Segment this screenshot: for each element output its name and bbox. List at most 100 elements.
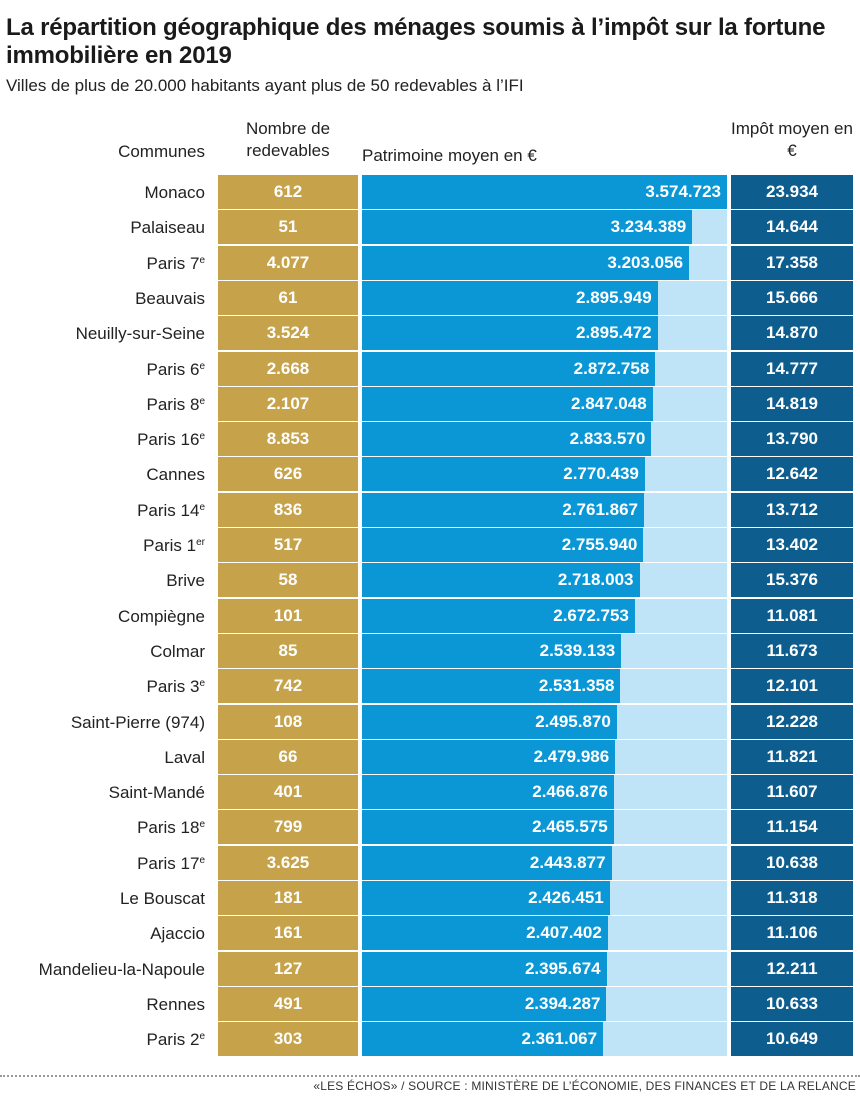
patrimoine-bar: 2.531.358 <box>362 669 621 704</box>
patrimoine-track: 3.574.723 <box>362 175 727 209</box>
commune-label: Ajaccio <box>0 916 205 951</box>
impot-cell: 14.644 <box>731 210 853 245</box>
patrimoine-track: 2.443.877 <box>362 845 727 880</box>
impot-cell: 10.633 <box>731 986 853 1021</box>
patrimoine-value: 2.531.358 <box>538 676 615 696</box>
patrimoine-bar: 2.539.133 <box>362 633 622 668</box>
commune-label: Colmar <box>0 634 205 669</box>
table-row: Brive 58 2.718.003 15.376 <box>0 563 860 598</box>
patrimoine-bar: 2.718.003 <box>362 563 640 598</box>
patrimoine-track: 2.539.133 <box>362 633 727 668</box>
table-row: Ajaccio 161 2.407.402 11.106 <box>0 916 860 951</box>
table-row: Mandelieu-la-Napoule 127 2.395.674 12.211 <box>0 951 860 987</box>
patrimoine-track: 2.465.575 <box>362 810 727 845</box>
patrimoine-track: 2.755.940 <box>362 528 727 562</box>
patrimoine-track: 3.234.389 <box>362 210 727 245</box>
patrimoine-value: 2.395.674 <box>524 958 601 978</box>
divider <box>0 1075 860 1077</box>
redevables-cell: 101 <box>218 598 358 633</box>
patrimoine-value: 2.895.949 <box>576 287 652 307</box>
commune-label: Paris 3e <box>0 669 205 704</box>
commune-suffix: e <box>199 819 205 831</box>
chart-subtitle: Villes de plus de 20.000 habitants ayant… <box>6 76 524 95</box>
patrimoine-track: 2.426.451 <box>362 881 727 915</box>
patrimoine-value: 2.755.940 <box>561 535 638 554</box>
patrimoine-value: 3.203.056 <box>607 252 684 272</box>
table-row: Beauvais 61 2.895.949 15.666 <box>0 280 860 316</box>
patrimoine-bar: 2.770.439 <box>362 457 645 492</box>
commune-label: Paris 7e <box>0 246 205 281</box>
table-row: Le Bouscat 181 2.426.451 11.318 <box>0 881 860 916</box>
commune-name: Brive <box>166 571 205 591</box>
commune-name: Monaco <box>144 183 205 202</box>
commune-label: Le Bouscat <box>0 881 205 916</box>
patrimoine-track: 2.395.674 <box>362 951 727 986</box>
commune-name: Paris 1 <box>143 536 197 555</box>
commune-name: Cannes <box>146 465 205 485</box>
commune-name: Paris 6 <box>146 359 200 379</box>
patrimoine-track: 2.361.067 <box>362 1022 727 1057</box>
table-row: Monaco 612 3.574.723 23.934 <box>0 175 860 210</box>
patrimoine-value: 2.833.570 <box>569 429 646 449</box>
patrimoine-value: 2.479.986 <box>533 746 610 766</box>
impot-cell: 17.358 <box>731 245 853 280</box>
patrimoine-track: 2.895.472 <box>362 316 727 351</box>
commune-suffix: e <box>199 678 205 690</box>
patrimoine-bar: 2.847.048 <box>362 386 653 421</box>
redevables-cell: 626 <box>218 457 358 492</box>
redevables-cell: 836 <box>218 492 358 527</box>
commune-name: Rennes <box>146 994 205 1014</box>
impot-cell: 11.607 <box>731 775 853 810</box>
header-nombre-redevables: Nombre de redevables <box>245 119 331 160</box>
redevables-cell: 161 <box>218 916 358 951</box>
patrimoine-track: 2.672.753 <box>362 598 727 633</box>
commune-label: Paris 2e <box>0 1022 205 1057</box>
table-row: Paris 16e 8.853 2.833.570 13.790 <box>0 422 860 457</box>
patrimoine-bar: 2.755.940 <box>362 528 644 562</box>
redevables-cell: 181 <box>218 881 358 915</box>
commune-name: Paris 16 <box>137 430 200 450</box>
commune-name: Mandelieu-la-Napoule <box>38 959 205 979</box>
commune-label: Neuilly-sur-Seine <box>0 316 205 351</box>
redevables-cell: 58 <box>218 563 358 598</box>
redevables-cell: 51 <box>218 210 358 245</box>
table-row: Paris 18e 799 2.465.575 11.154 <box>0 810 860 845</box>
commune-name: Colmar <box>150 641 205 661</box>
commune-suffix: e <box>199 254 205 266</box>
patrimoine-track: 2.895.949 <box>362 280 727 315</box>
patrimoine-bar: 2.443.877 <box>362 845 612 880</box>
commune-name: Paris 7 <box>146 253 200 273</box>
patrimoine-bar: 3.574.723 <box>362 175 727 209</box>
commune-name: Compiègne <box>118 606 205 626</box>
patrimoine-bar: 2.426.451 <box>362 881 610 915</box>
commune-label: Cannes <box>0 457 205 492</box>
table-row: Paris 1er 517 2.755.940 13.402 <box>0 528 860 563</box>
commune-label: Saint-Mandé <box>0 775 205 810</box>
patrimoine-bar: 2.361.067 <box>362 1022 604 1057</box>
commune-name: Saint-Mandé <box>108 783 205 803</box>
patrimoine-value: 2.847.048 <box>571 393 647 413</box>
patrimoine-bar: 2.672.753 <box>362 598 635 633</box>
commune-label: Monaco <box>0 175 205 210</box>
commune-name: Paris 3 <box>146 677 200 697</box>
patrimoine-bar: 2.394.287 <box>362 986 607 1021</box>
patrimoine-bar: 2.495.870 <box>362 704 617 739</box>
patrimoine-bar: 2.833.570 <box>362 422 652 457</box>
commune-name: Paris 14 <box>137 500 200 520</box>
commune-label: Paris 8e <box>0 387 205 422</box>
redevables-cell: 4.077 <box>218 245 358 280</box>
impot-cell: 13.790 <box>731 422 853 457</box>
redevables-cell: 2.668 <box>218 351 358 386</box>
patrimoine-value: 2.495.870 <box>535 711 611 731</box>
impot-cell: 12.101 <box>731 669 853 704</box>
patrimoine-bar: 2.407.402 <box>362 916 608 951</box>
table-row: Paris 8e 2.107 2.847.048 14.819 <box>0 386 860 422</box>
table-row: Paris 2e 303 2.361.067 10.649 <box>0 1022 860 1057</box>
patrimoine-track: 2.718.003 <box>362 563 727 598</box>
table-row: Paris 7e 4.077 3.203.056 17.358 <box>0 245 860 281</box>
table-row: Paris 3e 742 2.531.358 12.101 <box>0 669 860 704</box>
table-row: Colmar 85 2.539.133 11.673 <box>0 633 860 669</box>
patrimoine-value: 2.361.067 <box>521 1029 598 1049</box>
redevables-cell: 2.107 <box>218 386 358 421</box>
redevables-cell: 303 <box>218 1022 358 1057</box>
